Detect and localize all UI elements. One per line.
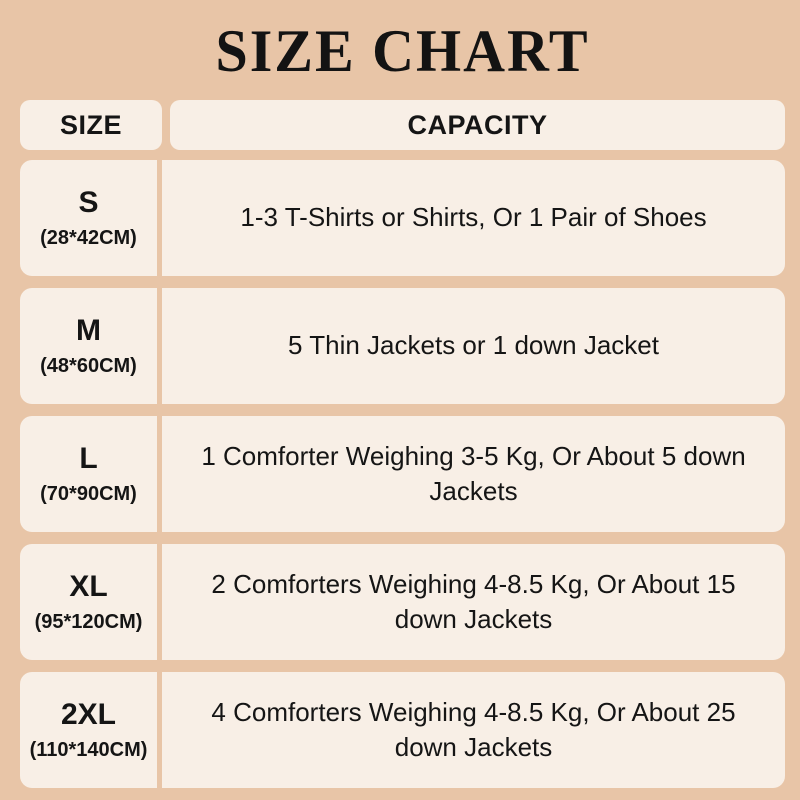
column-header-capacity: CAPACITY xyxy=(170,100,785,150)
size-label: S xyxy=(78,186,99,219)
size-cell: L (70*90CM) xyxy=(20,416,162,532)
capacity-cell: 4 Comforters Weighing 4-8.5 Kg, Or About… xyxy=(211,696,736,762)
table-row: S (28*42CM) 1-3 T-Shirts or Shirts, Or 1… xyxy=(20,160,785,276)
capacity-cell: 1-3 T-Shirts or Shirts, Or 1 Pair of Sho… xyxy=(240,202,707,233)
size-cell: S (28*42CM) xyxy=(20,160,162,276)
page-title: SIZE CHART xyxy=(215,16,590,85)
capacity-cell: 1 Comforter Weighing 3-5 Kg, Or About 5 … xyxy=(201,440,746,506)
table-header-row: SIZE CAPACITY xyxy=(20,100,785,150)
size-dimensions: (28*42CM) xyxy=(40,227,137,249)
size-cell: XL (95*120CM) xyxy=(20,544,162,660)
size-cell: M (48*60CM) xyxy=(20,288,162,404)
size-dimensions: (48*60CM) xyxy=(40,355,137,377)
table-body: S (28*42CM) 1-3 T-Shirts or Shirts, Or 1… xyxy=(20,160,785,788)
size-dimensions: (110*140CM) xyxy=(29,739,148,761)
size-label: XL xyxy=(69,570,108,603)
size-dimensions: (70*90CM) xyxy=(40,483,137,505)
table-row: 2XL (110*140CM) 4 Comforters Weighing 4-… xyxy=(20,672,785,788)
column-header-size: SIZE xyxy=(20,100,162,150)
size-dimensions: (95*120CM) xyxy=(34,611,143,633)
size-label: M xyxy=(76,314,101,347)
table-row: M (48*60CM) 5 Thin Jackets or 1 down Jac… xyxy=(20,288,785,404)
size-label: 2XL xyxy=(60,698,117,731)
table-row: L (70*90CM) 1 Comforter Weighing 3-5 Kg,… xyxy=(20,416,785,532)
size-cell: 2XL (110*140CM) xyxy=(20,672,162,788)
capacity-cell: 5 Thin Jackets or 1 down Jacket xyxy=(288,330,659,361)
table-row: XL (95*120CM) 2 Comforters Weighing 4-8.… xyxy=(20,544,785,660)
size-label: L xyxy=(79,442,98,475)
capacity-cell: 2 Comforters Weighing 4-8.5 Kg, Or About… xyxy=(211,568,736,634)
